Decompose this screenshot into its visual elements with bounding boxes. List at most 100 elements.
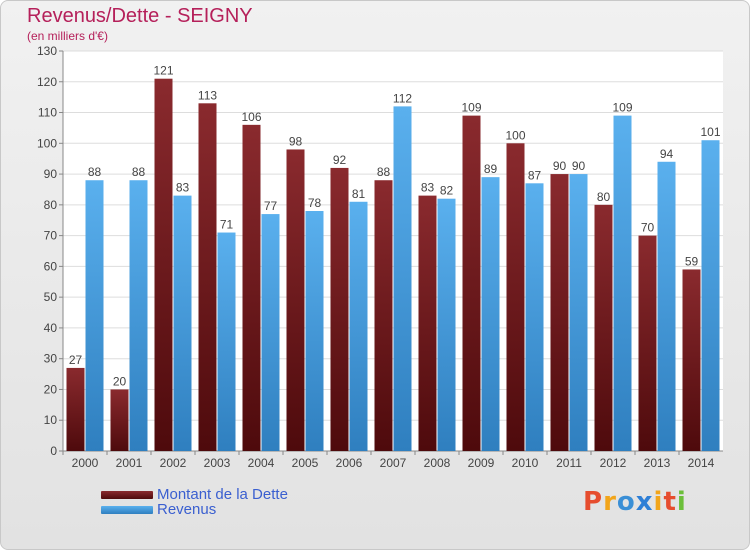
logo-letter: o	[616, 487, 636, 517]
bar-debt	[506, 143, 525, 452]
data-label: 88	[88, 165, 102, 179]
x-tick-label: 2014	[688, 456, 715, 470]
logo-letter: x	[635, 487, 654, 517]
y-tick-label: 40	[44, 321, 58, 335]
bar-revenue	[701, 140, 720, 451]
data-label: 90	[553, 159, 567, 173]
bar-revenue	[85, 180, 104, 451]
bar-debt	[374, 180, 393, 451]
y-tick-label: 120	[37, 75, 57, 89]
bar-debt	[594, 204, 613, 451]
x-tick-label: 2011	[556, 456, 582, 470]
bar-debt	[198, 103, 217, 452]
data-label: 70	[641, 221, 655, 235]
bar-revenue	[129, 180, 148, 451]
data-label: 88	[377, 165, 391, 179]
bar-debt	[242, 124, 261, 451]
x-tick-label: 2008	[424, 456, 451, 470]
y-tick-label: 20	[44, 382, 58, 396]
data-label: 20	[113, 374, 127, 388]
y-tick-label: 80	[44, 198, 58, 212]
data-label: 27	[69, 353, 83, 367]
bar-debt	[286, 149, 305, 451]
data-label: 109	[461, 101, 481, 115]
data-label: 80	[597, 190, 611, 204]
proxiti-logo: Proxiti	[583, 487, 687, 517]
bar-revenue	[657, 161, 676, 451]
bar-debt	[418, 195, 437, 451]
data-label: 83	[421, 181, 435, 195]
bar-revenue	[525, 183, 544, 452]
bar-revenue	[393, 106, 412, 451]
x-tick-label: 2000	[72, 456, 99, 470]
x-tick-label: 2010	[512, 456, 539, 470]
data-label: 89	[484, 162, 498, 176]
bar-debt	[550, 174, 569, 452]
x-tick-label: 2009	[468, 456, 495, 470]
bar-debt	[154, 78, 173, 451]
x-tick-label: 2006	[336, 456, 363, 470]
bar-revenue	[305, 211, 324, 451]
data-label: 81	[352, 187, 366, 201]
data-label: 100	[505, 128, 525, 142]
logo-letter: i	[653, 487, 664, 517]
y-tick-label: 130	[37, 44, 57, 58]
data-label: 109	[612, 101, 632, 115]
legend-label-debt: Montant de la Dette	[157, 486, 288, 503]
data-label: 113	[198, 88, 217, 102]
bar-revenue	[569, 174, 588, 452]
data-label: 71	[220, 218, 234, 232]
bar-revenue	[217, 232, 236, 451]
bar-revenue	[481, 177, 500, 451]
data-label: 78	[308, 196, 322, 210]
x-tick-label: 2013	[644, 456, 671, 470]
bar-debt	[110, 389, 129, 451]
data-label: 88	[132, 165, 146, 179]
bar-debt	[682, 269, 701, 451]
y-tick-label: 30	[44, 352, 58, 366]
chart-title: Revenus/Dette - SEIGNY	[27, 5, 253, 27]
data-label: 90	[572, 159, 586, 173]
bar-debt	[66, 367, 85, 451]
bar-debt	[462, 115, 481, 451]
y-tick-label: 70	[44, 229, 58, 243]
data-label: 82	[440, 184, 454, 198]
bar-debt	[330, 167, 349, 451]
data-label: 59	[685, 254, 699, 268]
bar-revenue	[173, 195, 192, 451]
y-tick-label: 10	[44, 413, 58, 427]
bar-revenue	[613, 115, 632, 451]
legend-swatch-revenue	[101, 506, 153, 514]
x-tick-label: 2002	[160, 456, 187, 470]
y-tick-label: 60	[44, 259, 58, 273]
x-tick-label: 2005	[292, 456, 319, 470]
x-tick-label: 2001	[116, 456, 143, 470]
x-tick-label: 2003	[204, 456, 231, 470]
y-tick-label: 100	[37, 136, 57, 150]
y-tick-label: 110	[38, 106, 57, 120]
logo-letter: r	[603, 487, 617, 517]
y-tick-label: 0	[50, 444, 57, 458]
data-label: 77	[264, 199, 278, 213]
x-tick-label: 2004	[248, 456, 275, 470]
logo-letter: P	[583, 487, 604, 517]
data-label: 94	[660, 147, 674, 161]
y-tick-label: 50	[44, 290, 58, 304]
x-tick-label: 2007	[380, 456, 407, 470]
data-label: 106	[241, 110, 261, 124]
bar-revenue	[437, 198, 456, 451]
logo-letter: i	[676, 487, 687, 517]
data-label: 101	[700, 125, 720, 139]
data-label: 83	[176, 181, 190, 195]
legend-swatch-debt	[101, 491, 153, 499]
data-label: 98	[289, 134, 303, 148]
data-label: 87	[528, 168, 542, 182]
data-label: 92	[333, 153, 347, 167]
data-label: 121	[153, 64, 173, 78]
y-tick-label: 90	[44, 167, 58, 181]
bar-revenue	[261, 214, 280, 451]
plot-area	[63, 51, 723, 451]
logo-letter: t	[663, 487, 677, 517]
